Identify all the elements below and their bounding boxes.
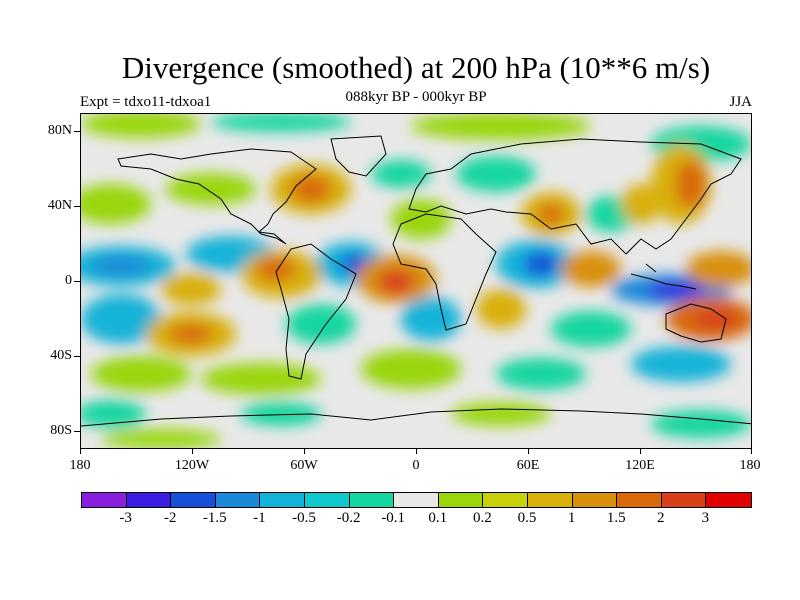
colorbar-label: -1 [253,510,266,526]
lon-tick [751,449,752,454]
lon-label-60e: 60E [516,458,540,473]
lon-tick [304,449,305,454]
eurasia-coast [408,138,742,255]
lat-tick [74,131,80,132]
colorbar-box [126,493,172,507]
plot-subtitle: 088kyr BP - 000kyr BP [345,89,487,105]
lon-label-120e: 120E [625,458,655,473]
lon-tick [80,449,81,454]
colorbar-label: 2 [657,510,665,526]
experiment-label: Expt = tdxo11-tdxoa1 [80,94,212,110]
indonesia-coast [630,263,697,290]
colorbar-box [706,493,751,507]
colorbar [81,492,752,508]
colorbar-label: -0.5 [292,510,316,526]
lat-label-40n: 40N [47,198,72,213]
lon-label-0: 0 [412,458,420,473]
colorbar-box [527,493,573,507]
colorbar-box [483,493,528,507]
colorbar-label: 3 [701,510,710,526]
lon-label-180w: 180 [69,458,91,473]
colorbar-box [171,493,216,507]
lon-tick [528,449,529,454]
lat-label-0: 0 [65,273,72,288]
colorbar-box [438,493,484,507]
colorbar-label: 0.5 [517,510,537,526]
australia-coast [665,303,727,343]
colorbar-box [394,493,439,507]
lat-tick [74,356,80,357]
lat-label-40s: 40S [50,348,72,363]
lat-tick [74,431,80,432]
colorbar-label: 1 [567,510,576,526]
colorbar-box [572,493,618,507]
lon-label-60w: 60W [290,458,318,473]
colorbar-box [304,493,350,507]
colorbar-label: -2 [163,510,177,526]
plot-title: Divergence (smoothed) at 200 hPa (10**6 … [121,50,711,85]
lon-tick [416,449,417,454]
colorbar-label: 0.2 [473,510,492,526]
map-svg [81,114,751,448]
lat-tick [74,281,80,282]
lat-label-80s: 80S [50,423,72,438]
colorbar-label: -3 [119,510,132,526]
lon-label-120w: 120W [174,458,210,473]
lon-tick [640,449,641,454]
colorbar-label: -0.1 [381,510,406,526]
colorbar-label: -1.5 [202,510,227,526]
divergence-map [80,113,752,449]
africa-coast [392,213,497,331]
season-label: JJA [729,94,752,110]
antarctica-coast [81,408,751,427]
colorbar-label: -0.2 [336,510,361,526]
greenland-coast [330,135,387,177]
lon-label-180e: 180 [739,458,761,473]
colorbar-label: 1.5 [606,510,626,526]
colorbar-label: 0.1 [428,510,448,526]
colorbar-box [349,493,395,507]
lat-label-80n: 80N [47,123,72,138]
north-america-coast [117,148,317,245]
colorbar-box [82,493,127,507]
lat-tick [74,206,80,207]
colorbar-box [617,493,662,507]
colorbar-box [260,493,305,507]
colorbar-box [661,493,707,507]
coastlines [81,135,751,427]
south-america-coast [275,243,357,380]
colorbar-box [215,493,261,507]
lon-tick [192,449,193,454]
